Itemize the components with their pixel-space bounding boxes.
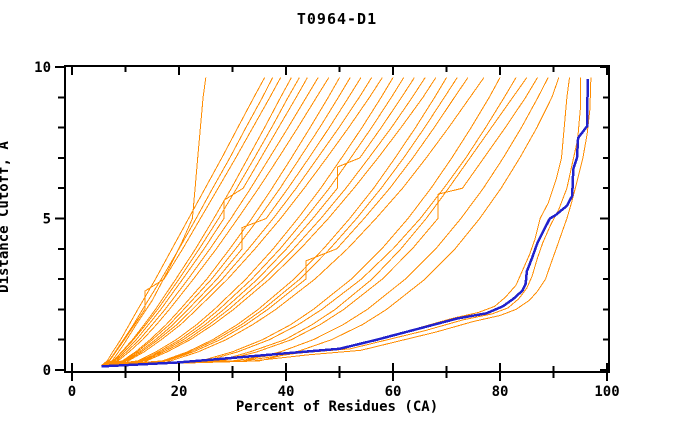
curve-m10: [101, 77, 340, 366]
curve-m01: [101, 77, 207, 366]
curve-m22: [101, 77, 469, 366]
curve-m06: [101, 77, 300, 366]
curve-reference: [101, 79, 589, 368]
curve-m02: [101, 77, 266, 366]
curve-m14: [101, 77, 383, 366]
curve-m05: [101, 77, 292, 366]
curve-m27: [101, 77, 538, 366]
curve-m28: [101, 77, 549, 366]
curve-m17: [101, 77, 415, 366]
x-tick-label: 100: [594, 384, 619, 400]
curve-m09: [101, 77, 330, 366]
chart-title: T0964-D1: [296, 10, 378, 28]
y-tick-label: 10: [34, 60, 51, 76]
y-tick-label: 5: [43, 212, 51, 228]
x-tick-label: 0: [68, 384, 76, 400]
curve-m20: [101, 77, 447, 366]
curve-m12: [101, 77, 362, 366]
curve-m21: [101, 77, 458, 366]
curve-m13: [101, 77, 373, 366]
curve-m29: [101, 77, 560, 366]
x-axis-label: Percent of Residues (CA): [235, 399, 439, 415]
curve-m03: [101, 77, 274, 366]
curve-m04: [101, 77, 282, 366]
curve-m32: [101, 77, 592, 366]
curve-m15: [101, 77, 394, 366]
curve-m18: [101, 77, 426, 366]
x-tick-label: 60: [385, 384, 402, 400]
curve-m25: [101, 77, 517, 366]
curve-m16: [101, 77, 405, 366]
curve-m08: [101, 77, 319, 366]
curve-m26: [101, 77, 528, 366]
curve-m19: [101, 77, 437, 366]
curve-m24: [101, 77, 501, 366]
x-tick-label: 20: [171, 384, 188, 400]
x-tick-label: 40: [278, 384, 295, 400]
curve-m07: [101, 77, 308, 366]
y-tick-label: 0: [43, 363, 51, 379]
curve-m31: [101, 77, 581, 366]
curve-m23: [101, 77, 485, 366]
curve-m11: [101, 77, 351, 366]
x-tick-label: 80: [492, 384, 509, 400]
